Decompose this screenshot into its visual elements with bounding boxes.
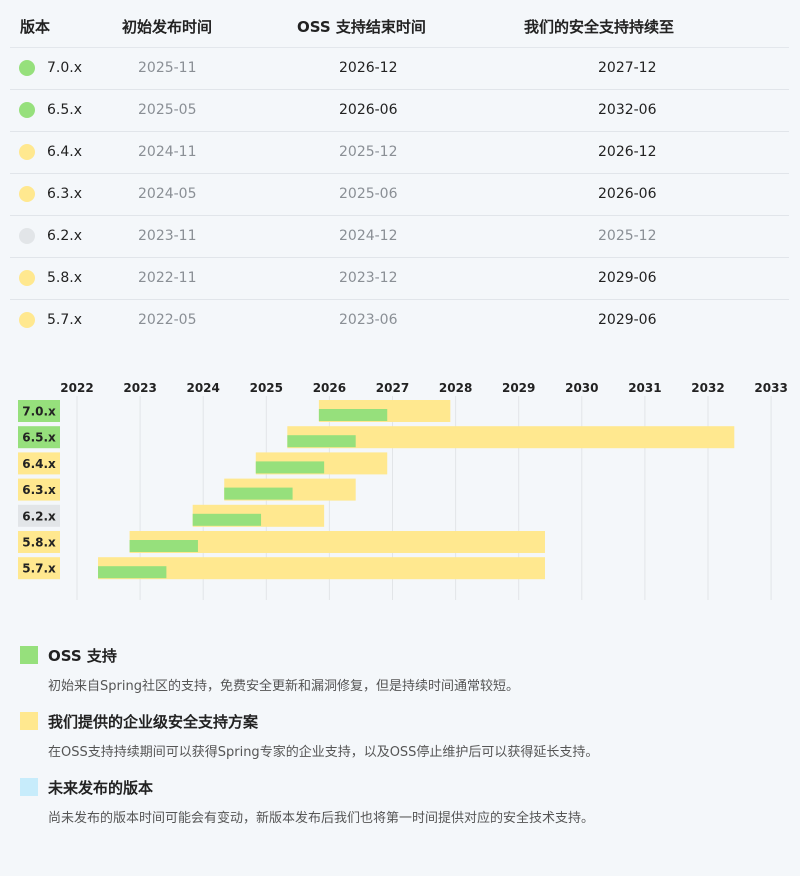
legend-item-oss: OSS 支持初始来自Spring社区的支持，免费安全更新和漏洞修复，但是持续时间… [20, 644, 780, 710]
legend-description: 初始来自Spring社区的支持，免费安全更新和漏洞修复，但是持续时间通常较短。 [48, 679, 519, 694]
version-cell: 6.2.x [47, 228, 82, 244]
version-label-box [18, 531, 60, 553]
x-tick-label: 2032 [691, 381, 724, 395]
version-label: 5.7.x [22, 562, 56, 576]
oss-support-bar [287, 435, 356, 448]
version-label: 5.8.x [22, 536, 56, 550]
legend-item-enterprise: 我们提供的企业级安全支持方案在OSS支持持续期间可以获得Spring专家的企业支… [20, 710, 780, 776]
oss-end-cell: 2025-06 [339, 186, 398, 202]
oss-end-cell: 2024-12 [339, 228, 398, 244]
x-tick-label: 2025 [250, 381, 283, 395]
version-label-box [18, 452, 60, 475]
version-label-box [18, 557, 60, 580]
x-tick-label: 2026 [313, 381, 346, 395]
x-tick-label: 2030 [565, 381, 598, 395]
security-end-cell: 2032-06 [598, 102, 657, 118]
initial-release-cell: 2024-05 [138, 186, 197, 202]
enterprise-support-bar [129, 531, 545, 553]
initial-release-cell: 2022-11 [138, 270, 197, 286]
security-end-cell: 2026-12 [598, 144, 657, 160]
x-tick-label: 2028 [439, 381, 472, 395]
initial-release-cell: 2022-05 [138, 312, 197, 328]
table-body: 7.0.x 2025-11 2026-12 2027-12 6.5.x 2025-05 20… [10, 48, 789, 341]
legend-title: OSS 支持 [48, 647, 117, 665]
security-end-cell: 2027-12 [598, 60, 657, 76]
oss-support-bar [224, 487, 293, 500]
version-cell: 6.5.x [47, 102, 82, 118]
enterprise-support-bar [98, 557, 545, 580]
x-tick-label: 2029 [502, 381, 535, 395]
x-tick-label: 2027 [376, 381, 409, 395]
header-security-end: 我们的安全支持持续至 [524, 18, 675, 36]
table-row: 5.7.x 2022-05 2023-06 2029-06 [10, 300, 789, 341]
version-label-box [18, 426, 60, 449]
table-row: 6.5.x 2025-05 2026-06 2032-06 [10, 90, 789, 132]
support-timeline-chart: 2022 2023 2024 2025 2026 2027 2028 2029 2030 2031… [18, 381, 788, 600]
legend-item-future: 未来发布的版本尚未发布的版本时间可能会有变动，新版本发布后我们也将第一时间提供对… [20, 776, 780, 842]
version-label: 6.3.x [22, 483, 56, 497]
version-label-box [18, 400, 60, 422]
header-version: 版本 [20, 18, 51, 36]
x-tick-label: 2023 [123, 381, 156, 395]
security-end-cell: 2025-12 [598, 228, 657, 244]
legend-title: 未来发布的版本 [48, 779, 154, 797]
legend-swatch [20, 778, 38, 796]
initial-release-cell: 2025-11 [138, 60, 197, 76]
initial-release-cell: 2023-11 [138, 228, 197, 244]
x-tick-label: 2033 [754, 381, 787, 395]
table-row: 6.4.x 2024-11 2025-12 2026-12 [10, 132, 789, 174]
x-tick-label: 2031 [628, 381, 661, 395]
oss-support-bar [192, 513, 262, 526]
x-tick-label: 2022 [60, 381, 93, 395]
table-header: 版本 初始发布时间 OSS 支持结束时间 我们的安全支持持续至 [10, 4, 789, 48]
oss-end-cell: 2023-12 [339, 270, 398, 286]
security-end-cell: 2029-06 [598, 312, 657, 328]
header-oss-end: OSS 支持结束时间 [297, 18, 426, 36]
version-label-box [18, 504, 60, 527]
table-row: 6.3.x 2024-05 2025-06 2026-06 [10, 174, 789, 216]
status-dot-icon [19, 144, 35, 160]
table-row: 5.8.x 2022-11 2023-12 2029-06 [10, 258, 789, 300]
oss-end-cell: 2026-06 [339, 102, 398, 118]
support-table: 版本 初始发布时间 OSS 支持结束时间 我们的安全支持持续至 7.0.x 202… [10, 4, 789, 341]
status-dot-icon [19, 270, 35, 286]
version-cell: 7.0.x [47, 60, 82, 76]
oss-end-cell: 2023-06 [339, 312, 398, 328]
oss-support-bar [255, 461, 325, 474]
version-label: 6.4.x [22, 457, 56, 471]
initial-release-cell: 2025-05 [138, 102, 197, 118]
version-label: 7.0.x [22, 405, 56, 419]
legend-description: 在OSS支持持续期间可以获得Spring专家的企业支持，以及OSS停止维护后可以… [48, 745, 599, 760]
version-cell: 5.8.x [47, 270, 82, 286]
security-end-cell: 2026-06 [598, 186, 657, 202]
legend: OSS 支持初始来自Spring社区的支持，免费安全更新和漏洞修复，但是持续时间… [20, 644, 780, 842]
security-end-cell: 2029-06 [598, 270, 657, 286]
oss-support-bar [98, 566, 167, 579]
legend-description: 尚未发布的版本时间可能会有变动，新版本发布后我们也将第一时间提供对应的安全技术支… [48, 811, 595, 826]
x-tick-label: 2024 [186, 381, 219, 395]
legend-swatch [20, 712, 38, 730]
legend-title: 我们提供的企业级安全支持方案 [48, 713, 259, 731]
legend-swatch [20, 646, 38, 664]
oss-end-cell: 2025-12 [339, 144, 398, 160]
version-label: 6.5.x [22, 431, 56, 445]
header-initial-release: 初始发布时间 [122, 18, 213, 36]
oss-support-bar [318, 409, 388, 421]
version-cell: 6.4.x [47, 144, 82, 160]
status-dot-icon [19, 60, 35, 76]
version-cell: 5.7.x [47, 312, 82, 328]
table-row: 7.0.x 2025-11 2026-12 2027-12 [10, 48, 789, 90]
enterprise-support-bar [287, 426, 735, 449]
status-dot-icon [19, 186, 35, 202]
version-label-box [18, 478, 60, 501]
oss-end-cell: 2026-12 [339, 60, 398, 76]
status-dot-icon [19, 312, 35, 328]
status-dot-icon [19, 102, 35, 118]
version-cell: 6.3.x [47, 186, 82, 202]
version-label: 6.2.x [22, 509, 56, 523]
oss-support-bar [129, 540, 198, 552]
initial-release-cell: 2024-11 [138, 144, 197, 160]
status-dot-icon [19, 228, 35, 244]
table-row: 6.2.x 2023-11 2024-12 2025-12 [10, 216, 789, 258]
